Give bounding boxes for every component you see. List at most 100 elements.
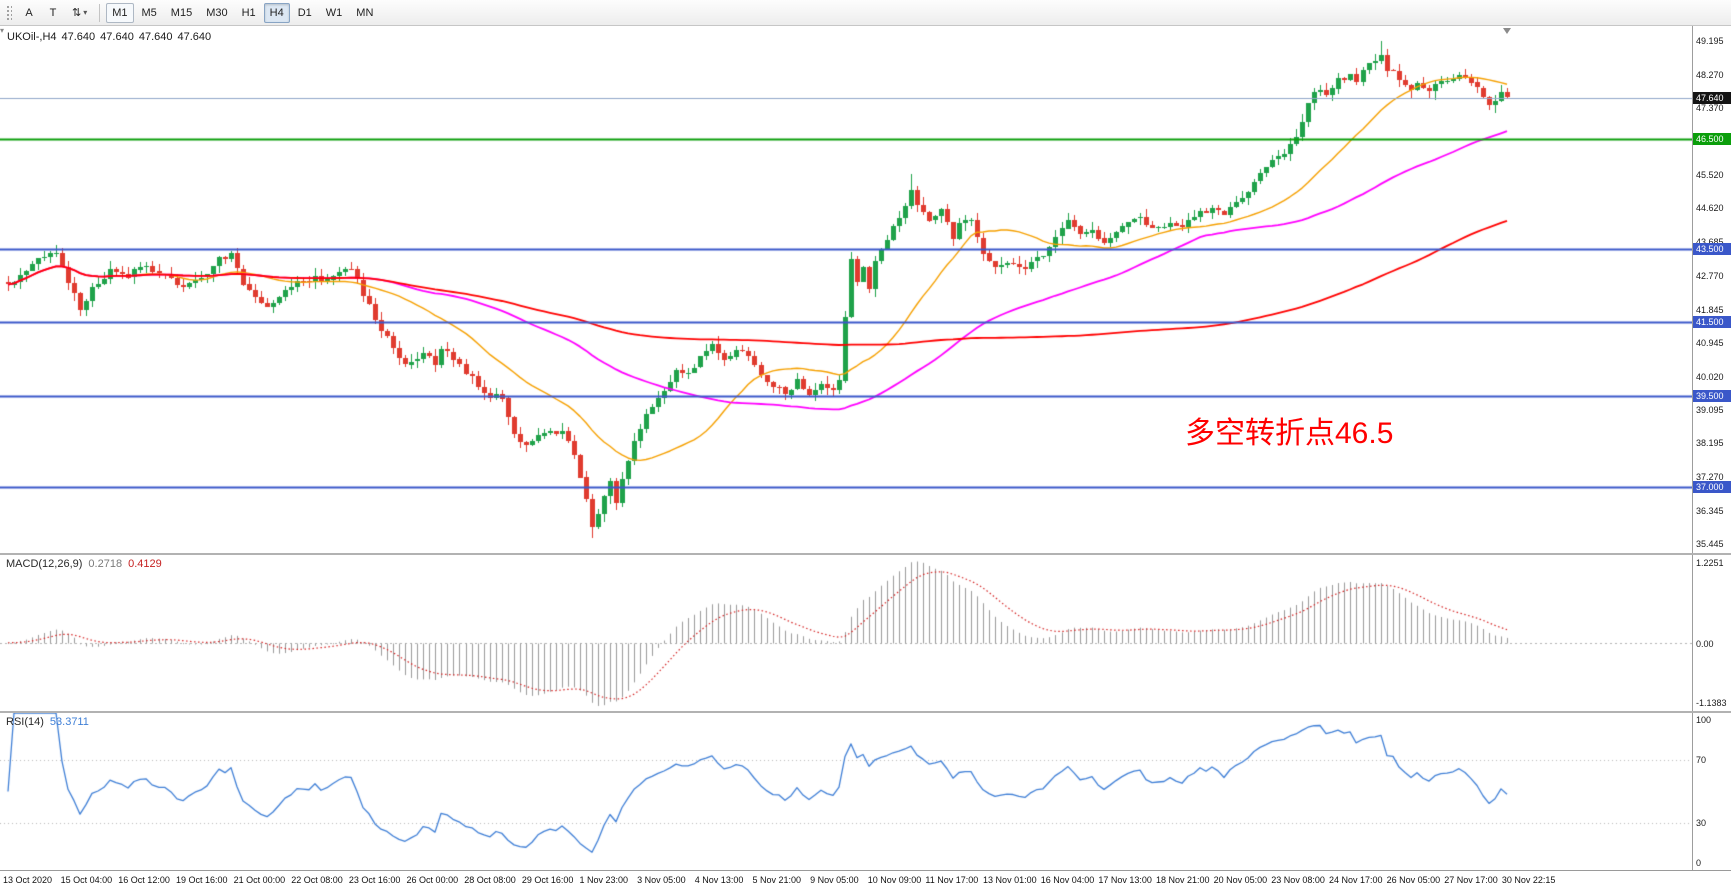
macd-axis-zero: 0.00 <box>1696 638 1714 649</box>
chart-text-annotation[interactable]: 多空转折点46.5 <box>1185 417 1394 450</box>
macd-panel: MACD(12,26,9) 0.2718 0.4129 1.2251 0.00 -1.1… <box>0 555 1731 711</box>
tool-button-arrows-dropdown[interactable]: ⇅ ▾ <box>72 7 88 19</box>
timeframe-button-h4[interactable]: H4 <box>263 2 290 23</box>
price-axis-label: 40.945 <box>1696 337 1724 348</box>
toolbar-tools-group: A T ⇅ ▾ <box>18 3 93 23</box>
rsi-value: 53.3711 <box>49 716 89 728</box>
macd-signal-value: 0.4129 <box>128 558 162 570</box>
time-axis-label: 26 Oct 00:00 <box>406 875 459 885</box>
rsi-axis-30: 30 <box>1696 817 1707 828</box>
rsi-axis-100: 100 <box>1696 715 1712 725</box>
time-axis-label: 1 Nov 23:00 <box>579 875 629 885</box>
time-axis-border <box>0 870 1731 871</box>
price-axis-label: 39.095 <box>1696 405 1724 416</box>
time-axis-label: 23 Oct 16:00 <box>348 875 401 885</box>
bid-price-tag: 47.640 <box>1693 91 1731 104</box>
price-axis-label: 41.845 <box>1696 304 1724 315</box>
price-axis-label: 38.195 <box>1696 438 1724 449</box>
ohlc-open: 47.640 <box>61 31 96 43</box>
hline-price-tag-37-000: 37.000 <box>1693 481 1731 494</box>
rsi-axis-0: 0 <box>1696 858 1702 868</box>
macd-label: MACD(12,26,9) 0.2718 0.4129 <box>6 558 168 570</box>
hline-price-tag-43-500: 43.500 <box>1693 243 1731 256</box>
rsi-title: RSI(14) <box>6 716 44 728</box>
time-axis-label: 22 Oct 08:00 <box>291 875 343 885</box>
rsi-label: RSI(14) 53.3711 <box>6 716 95 728</box>
timeframe-button-group: M1 M5 M15 M30 H1 H4 D1 W1 MN <box>106 2 379 23</box>
time-axis[interactable]: 13 Oct 2020 15 Oct 04:00 16 Oct 12:00 19 Oc… <box>0 871 1731 895</box>
price-axis[interactable]: 49.195 48.270 47.370 45.520 44.620 43.685 42.7… <box>1693 26 1731 553</box>
chevron-down-icon: ▾ <box>83 8 88 17</box>
time-axis-label: 16 Oct 12:00 <box>118 875 170 885</box>
timeframe-button-m1[interactable]: M1 <box>106 2 134 23</box>
price-axis-label: 40.020 <box>1696 371 1724 382</box>
price-axis-label: 44.620 <box>1696 203 1724 214</box>
price-axis-label: 48.270 <box>1696 69 1724 80</box>
macd-axis-min: -1.1383 <box>1696 698 1727 708</box>
time-axis-label: 16 Nov 04:00 <box>1040 875 1095 885</box>
time-axis-label: 26 Nov 05:00 <box>1386 875 1441 885</box>
macd-main-value: 0.2718 <box>88 558 123 570</box>
price-axis-label: 45.520 <box>1696 170 1724 181</box>
panel-splitter-macd[interactable] <box>0 553 1731 555</box>
toolbar-drag-handle[interactable] <box>5 3 12 22</box>
one-click-trading-toggle[interactable]: ▾ <box>0 26 5 35</box>
timeframe-button-m30[interactable]: M30 <box>206 6 228 19</box>
time-axis-label: 5 Nov 21:00 <box>752 875 801 885</box>
toolbar: A T ⇅ ▾ M1 M5 M15 M30 H1 H4 D1 W1 MN <box>0 0 1731 26</box>
tool-button-a[interactable]: A <box>25 6 33 19</box>
price-axis-label: 49.195 <box>1696 35 1724 46</box>
tool-button-t[interactable]: T <box>49 6 57 19</box>
timeframe-button-m15[interactable]: M15 <box>170 6 193 19</box>
time-axis-label: 13 Oct 2020 <box>3 875 53 885</box>
time-axis-label: 10 Nov 09:00 <box>867 875 922 885</box>
symbol-ohlc-label: UKOil-,H4 47.640 47.640 47.640 47.640 <box>7 31 216 43</box>
chart-shift-marker[interactable] <box>1503 28 1511 34</box>
time-axis-label: 30 Nov 22:15 <box>1501 875 1556 885</box>
macd-axis[interactable]: 1.2251 0.00 -1.1383 <box>1693 555 1731 711</box>
rsi-axis-70: 70 <box>1696 755 1707 766</box>
rsi-canvas[interactable] <box>0 713 1692 870</box>
time-axis-label: 15 Oct 04:00 <box>60 875 113 885</box>
hline-price-tag-41-500: 41.500 <box>1693 316 1731 329</box>
price-axis-label: 36.345 <box>1696 506 1724 517</box>
time-axis-label: 24 Nov 17:00 <box>1328 875 1383 885</box>
time-axis-label: 28 Oct 08:00 <box>464 875 516 885</box>
ohlc-high: 47.640 <box>100 31 134 43</box>
time-axis-label: 11 Nov 17:00 <box>925 875 979 885</box>
time-axis-label: 3 Nov 05:00 <box>637 875 686 885</box>
hline-price-tag-46-500: 46.500 <box>1693 133 1731 146</box>
price-axis-label: 35.445 <box>1696 539 1724 550</box>
price-axis-border <box>1692 26 1693 871</box>
ohlc-low: 47.640 <box>138 31 173 43</box>
toolbar-separator <box>99 3 101 22</box>
hline-price-tag-39-500: 39.500 <box>1693 389 1731 402</box>
time-axis-label: 18 Nov 21:00 <box>1156 875 1210 885</box>
price-chart-canvas[interactable] <box>0 26 1692 553</box>
time-axis-label: 20 Nov 05:00 <box>1213 875 1268 885</box>
time-axis-label: 19 Oct 16:00 <box>175 875 228 885</box>
time-axis-label: 4 Nov 13:00 <box>694 875 744 885</box>
price-axis-label: 42.770 <box>1696 270 1724 281</box>
price-axis-label: 43.685 <box>1696 237 1724 247</box>
timeframe-button-h1[interactable]: H1 <box>241 6 256 19</box>
rsi-panel: RSI(14) 53.3711 100 70 30 0 <box>0 713 1731 870</box>
macd-canvas[interactable] <box>0 555 1692 711</box>
time-axis-label: 23 Nov 08:00 <box>1271 875 1325 885</box>
timeframe-button-m5[interactable]: M5 <box>141 6 157 19</box>
symbol-name: UKOil-,H4 <box>7 31 57 43</box>
rsi-axis[interactable]: 100 70 30 0 <box>1693 713 1731 870</box>
ohlc-close: 47.640 <box>177 31 212 43</box>
time-axis-label: 9 Nov 05:00 <box>810 875 859 885</box>
macd-axis-max: 1.2251 <box>1696 558 1724 568</box>
macd-title: MACD(12,26,9) <box>6 558 83 570</box>
time-axis-label: 21 Oct 00:00 <box>233 875 286 885</box>
time-axis-label: 27 Nov 17:00 <box>1444 875 1498 885</box>
timeframe-button-mn[interactable]: MN <box>356 6 374 19</box>
price-axis-label: 37.270 <box>1696 472 1724 483</box>
time-axis-label: 17 Nov 13:00 <box>1098 875 1152 885</box>
timeframe-button-d1[interactable]: D1 <box>297 6 312 19</box>
timeframe-button-w1[interactable]: W1 <box>325 6 343 19</box>
price-chart-panel: ▾ UKOil-,H4 47.640 47.640 47.640 47.640 多空转折… <box>0 26 1731 553</box>
panel-splitter-rsi[interactable] <box>0 711 1731 713</box>
